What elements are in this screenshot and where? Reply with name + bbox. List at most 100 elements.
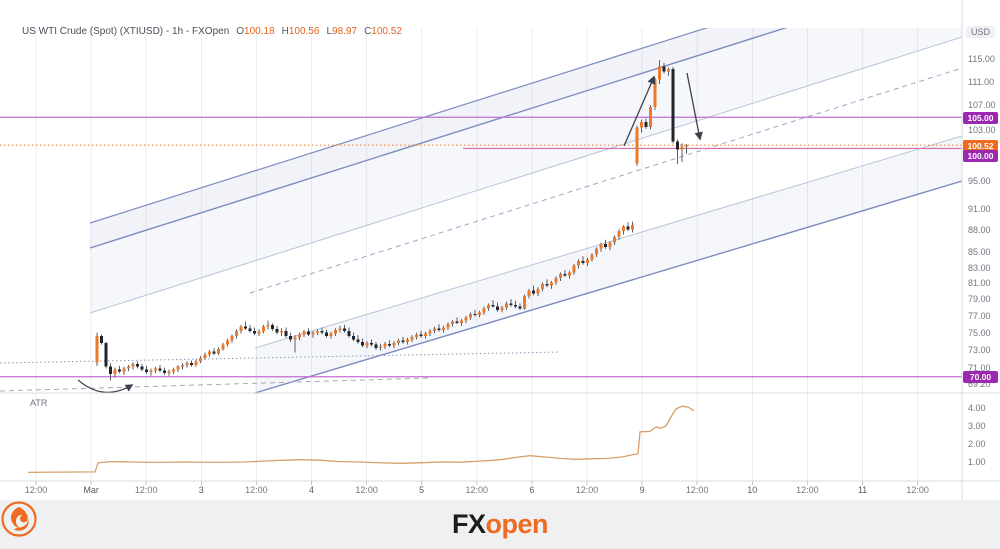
price-tick-label: 107.00 — [968, 100, 996, 111]
candle — [428, 330, 432, 334]
candle — [680, 146, 684, 150]
candle — [266, 324, 270, 327]
candle — [527, 290, 531, 297]
price-tick-label: 77.00 — [968, 310, 991, 321]
candle — [131, 364, 135, 367]
candle — [486, 305, 491, 309]
candle — [387, 343, 392, 346]
candle — [243, 326, 248, 329]
candle — [635, 127, 639, 164]
price-tick-label: 79.00 — [968, 294, 991, 305]
candle — [149, 370, 153, 373]
candle — [162, 370, 167, 374]
time-tick-label: Mar — [83, 485, 99, 495]
time-tick-label: 11 — [857, 485, 868, 495]
candle — [450, 321, 455, 325]
candle — [410, 336, 414, 340]
price-tick-label: 88.00 — [968, 225, 991, 236]
chart-legend: US WTI Crude (Spot) (XTIUSD) - 1h - FXOp… — [22, 26, 402, 37]
candle — [599, 244, 603, 249]
candle — [567, 272, 572, 276]
candle — [212, 351, 216, 354]
candle — [405, 339, 410, 343]
candle — [617, 230, 621, 237]
candle — [351, 335, 356, 340]
trend-arrow — [686, 72, 703, 141]
candle — [477, 312, 482, 315]
fxopen-emblem-icon — [1, 501, 37, 537]
time-tick-label: 5 — [419, 485, 425, 495]
time-tick-label: 6 — [529, 485, 535, 495]
atr-tick-label: 1.00 — [968, 457, 986, 467]
price-tick-label: 81.00 — [968, 278, 991, 289]
candle — [288, 335, 293, 340]
candle — [171, 369, 176, 372]
open-label: O — [236, 26, 245, 37]
candle — [432, 328, 437, 331]
high-label: H — [281, 26, 289, 37]
candle — [639, 122, 644, 128]
candle — [126, 366, 131, 369]
candle — [347, 330, 351, 336]
candle — [414, 334, 419, 337]
candle — [630, 225, 635, 230]
candle — [216, 348, 221, 354]
atr-pane — [27, 405, 695, 474]
candle — [383, 343, 387, 347]
candle — [198, 357, 203, 362]
candle — [117, 369, 122, 372]
candle — [684, 145, 689, 147]
candle — [653, 79, 657, 107]
time-tick-label: 12:00 — [796, 485, 819, 495]
candle — [590, 254, 594, 260]
low-value: 98.97 — [332, 26, 358, 37]
candle — [531, 290, 536, 294]
candle — [396, 340, 401, 343]
candle — [441, 327, 446, 331]
candle — [342, 328, 347, 331]
time-tick-label: 12:00 — [245, 485, 268, 495]
brand-open-text: open — [485, 509, 549, 539]
candle — [153, 368, 158, 371]
time-tick-label: 10 — [747, 485, 758, 495]
trend-arrow — [623, 75, 656, 147]
close-label: C — [364, 26, 372, 37]
candle — [356, 339, 360, 343]
candle — [468, 314, 473, 318]
instrument-title: US WTI Crude (Spot) (XTIUSD) - 1h - FXOp… — [22, 26, 230, 37]
candle — [176, 366, 180, 370]
candle — [333, 330, 338, 334]
candle — [455, 321, 459, 324]
candle — [284, 330, 288, 336]
candle — [459, 320, 464, 324]
candle — [500, 307, 504, 310]
candle — [185, 363, 189, 365]
candle — [558, 273, 563, 278]
candle — [203, 354, 207, 358]
candle — [360, 342, 365, 346]
candle — [644, 122, 648, 128]
candle — [504, 303, 509, 308]
candle — [225, 340, 230, 345]
candle — [594, 248, 599, 255]
candle — [293, 337, 297, 340]
candle — [194, 361, 198, 365]
candle — [140, 366, 144, 370]
atr-tick-label: 3.00 — [968, 421, 986, 431]
candle — [572, 265, 576, 273]
currency-label: USD — [966, 26, 996, 38]
candle — [482, 308, 486, 313]
time-tick-label: 12:00 — [685, 485, 709, 495]
candle — [491, 305, 495, 307]
brand-fx-text: FX — [451, 509, 486, 539]
candle — [99, 335, 104, 343]
candle — [536, 288, 540, 294]
price-tick-label: 85.00 — [968, 247, 991, 258]
time-tick-label: 3 — [198, 485, 204, 495]
price-level-badge: 100.52 — [963, 139, 998, 152]
brand-footer: FX open — [0, 500, 1000, 549]
candle — [365, 342, 369, 346]
candle — [113, 369, 117, 374]
